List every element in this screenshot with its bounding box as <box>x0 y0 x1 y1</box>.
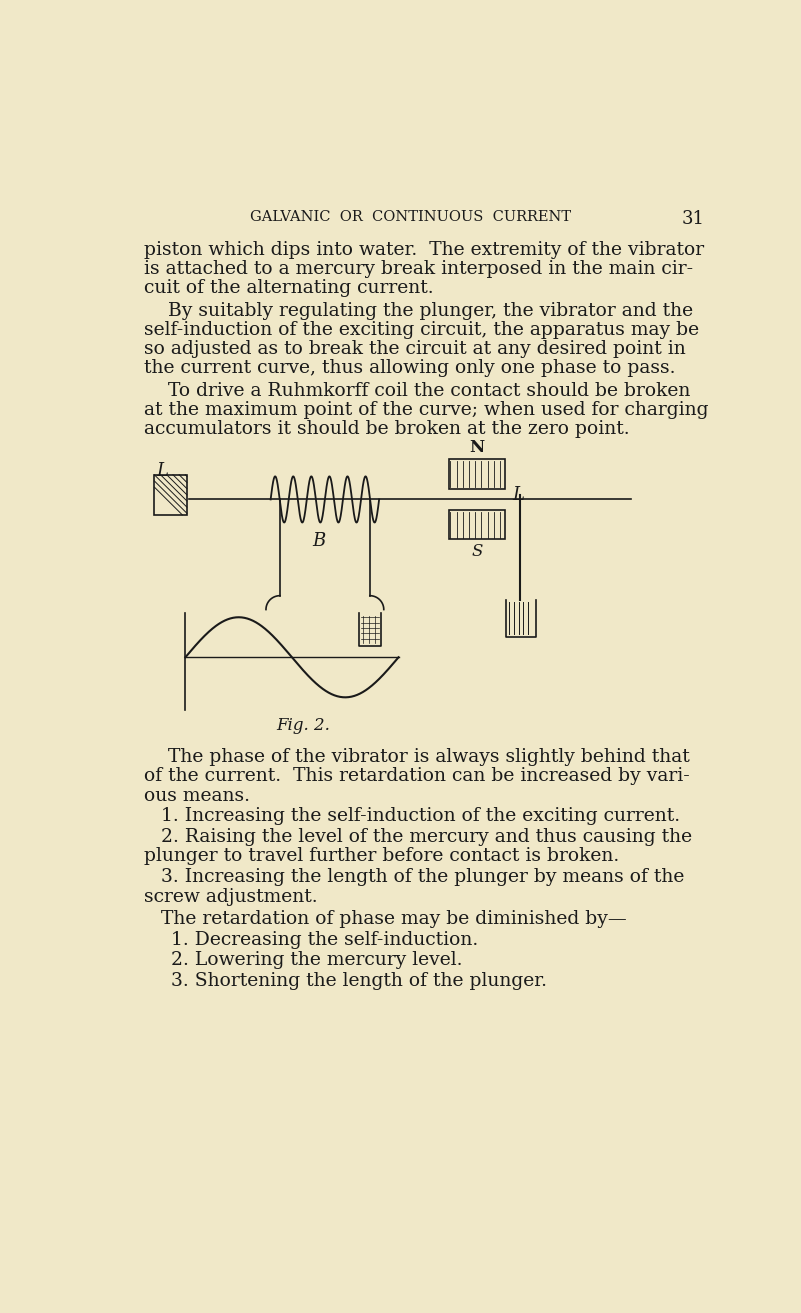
Text: The phase of the vibrator is always slightly behind that: The phase of the vibrator is always slig… <box>143 748 690 767</box>
Text: the current curve, thus allowing only one phase to pass.: the current curve, thus allowing only on… <box>143 360 675 377</box>
Text: 3. Shortening the length of the plunger.: 3. Shortening the length of the plunger. <box>171 972 547 990</box>
Text: 3. Increasing the length of the plunger by means of the: 3. Increasing the length of the plunger … <box>160 868 684 886</box>
Text: N: N <box>469 440 485 457</box>
Bar <box>449 460 505 488</box>
Text: of the current.  This retardation can be increased by vari-: of the current. This retardation can be … <box>143 767 690 785</box>
Text: L: L <box>156 462 168 481</box>
Text: The retardation of phase may be diminished by—: The retardation of phase may be diminish… <box>160 910 626 928</box>
Text: Fig. 2.: Fig. 2. <box>276 717 331 734</box>
Text: self-induction of the exciting circuit, the apparatus may be: self-induction of the exciting circuit, … <box>143 320 698 339</box>
Bar <box>449 511 505 540</box>
Text: at the maximum point of the curve; when used for charging: at the maximum point of the curve; when … <box>143 400 708 419</box>
Text: 31: 31 <box>682 210 704 228</box>
Text: ous means.: ous means. <box>143 786 250 805</box>
Text: is attached to a mercury break interposed in the main cir-: is attached to a mercury break interpose… <box>143 260 693 278</box>
Text: To drive a Ruhmkorff coil the contact should be broken: To drive a Ruhmkorff coil the contact sh… <box>143 382 690 399</box>
Text: GALVANIC  OR  CONTINUOUS  CURRENT: GALVANIC OR CONTINUOUS CURRENT <box>250 210 570 225</box>
Text: piston which dips into water.  The extremity of the vibrator: piston which dips into water. The extrem… <box>143 240 703 259</box>
Text: 1. Decreasing the self-induction.: 1. Decreasing the self-induction. <box>171 931 479 948</box>
Bar <box>155 475 187 515</box>
Text: accumulators it should be broken at the zero point.: accumulators it should be broken at the … <box>143 420 629 439</box>
Text: plunger to travel further before contact is broken.: plunger to travel further before contact… <box>143 847 619 865</box>
Text: L: L <box>513 486 525 504</box>
Text: 2. Raising the level of the mercury and thus causing the: 2. Raising the level of the mercury and … <box>160 829 692 847</box>
Text: so adjusted as to break the circuit at any desired point in: so adjusted as to break the circuit at a… <box>143 340 686 358</box>
Text: cuit of the alternating current.: cuit of the alternating current. <box>143 280 433 297</box>
Text: B: B <box>312 532 325 550</box>
Text: 2. Lowering the mercury level.: 2. Lowering the mercury level. <box>171 952 463 969</box>
Text: 1. Increasing the self-induction of the exciting current.: 1. Increasing the self-induction of the … <box>160 807 680 826</box>
Text: S: S <box>471 542 482 559</box>
Text: screw adjustment.: screw adjustment. <box>143 888 317 906</box>
Text: By suitably regulating the plunger, the vibrator and the: By suitably regulating the plunger, the … <box>143 302 693 319</box>
